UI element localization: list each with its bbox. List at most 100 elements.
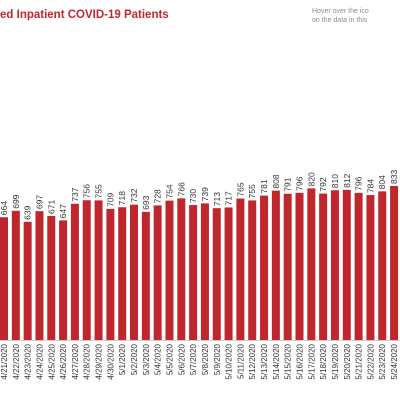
value-label: 754	[164, 184, 174, 198]
x-tick-label: 5/12/2020	[248, 343, 257, 379]
bar[interactable]	[141, 211, 150, 340]
x-tick-label: 5/23/2020	[378, 343, 387, 379]
value-label: 709	[105, 192, 115, 206]
x-tick-label: 4/25/2020	[47, 343, 56, 379]
x-tick-label: 5/20/2020	[343, 343, 352, 379]
x-tick-label: 5/18/2020	[319, 343, 328, 379]
value-label: 739	[200, 187, 210, 201]
bar[interactable]	[130, 204, 139, 340]
value-label: 808	[271, 174, 281, 188]
bar[interactable]	[189, 205, 198, 340]
x-tick-label: 5/24/2020	[390, 343, 399, 379]
value-label: 820	[306, 172, 316, 186]
x-tick-label: 5/15/2020	[284, 343, 293, 379]
value-label: 718	[117, 191, 127, 205]
hint-line-2: on the data in this	[312, 17, 368, 24]
value-label: 697	[34, 195, 44, 209]
x-tick-label: 4/26/2020	[59, 343, 68, 379]
value-label: 693	[141, 195, 151, 209]
value-label: 796	[295, 176, 305, 190]
bar[interactable]	[236, 198, 245, 340]
value-label: 730	[188, 189, 198, 203]
x-tick-label: 5/17/2020	[307, 343, 316, 379]
bar[interactable]	[82, 200, 91, 340]
bar[interactable]	[295, 192, 304, 340]
x-tick-label: 5/11/2020	[236, 343, 245, 379]
value-label: 756	[82, 184, 92, 198]
bar[interactable]	[366, 195, 375, 340]
bar[interactable]	[94, 200, 103, 340]
bar[interactable]	[0, 217, 8, 340]
bar[interactable]	[307, 188, 316, 340]
value-label: 755	[247, 184, 257, 198]
bar[interactable]	[260, 195, 269, 340]
value-label: 812	[342, 173, 352, 187]
bar[interactable]	[47, 215, 56, 340]
x-tick-label: 5/6/2020	[177, 343, 186, 375]
x-tick-label: 5/9/2020	[213, 343, 222, 375]
value-label: 713	[212, 192, 222, 206]
title-main: Inpatient COVID-19 Patients	[16, 9, 169, 21]
chart-title: ed Inpatient COVID-19 Patients	[0, 9, 169, 21]
bar[interactable]	[35, 211, 44, 340]
bar[interactable]	[70, 203, 79, 340]
x-tick-label: 5/1/2020	[118, 343, 127, 375]
value-label: 737	[70, 187, 80, 201]
x-tick-label: 5/5/2020	[165, 343, 174, 375]
value-label: 792	[318, 177, 328, 191]
x-tick-label: 5/4/2020	[154, 343, 163, 375]
x-tick-label: 4/30/2020	[106, 343, 115, 379]
value-label: 791	[283, 177, 293, 191]
bar[interactable]	[153, 205, 162, 340]
x-tick-label: 4/21/2020	[0, 343, 9, 379]
bar[interactable]	[59, 220, 68, 340]
bar[interactable]	[11, 210, 20, 340]
bar[interactable]	[283, 193, 292, 340]
bar[interactable]	[106, 208, 115, 340]
x-tick-label: 5/16/2020	[296, 343, 305, 379]
value-label: 810	[330, 174, 340, 188]
value-label: 833	[389, 170, 399, 184]
x-tick-label: 5/10/2020	[225, 343, 234, 379]
x-tick-label: 5/2/2020	[130, 343, 139, 375]
value-label: 728	[153, 189, 163, 203]
bar[interactable]	[248, 200, 257, 340]
bar[interactable]	[271, 190, 280, 340]
x-tick-label: 4/23/2020	[24, 343, 33, 379]
value-label: 717	[224, 191, 234, 205]
x-tick-label: 4/29/2020	[95, 343, 104, 379]
bar[interactable]	[330, 190, 339, 340]
x-tick-label: 4/28/2020	[83, 343, 92, 379]
x-tick-label: 5/19/2020	[331, 343, 340, 379]
bar[interactable]	[354, 192, 363, 340]
value-label: 781	[259, 179, 269, 193]
value-label: 732	[129, 188, 139, 202]
x-tick-label: 4/22/2020	[12, 343, 21, 379]
bar[interactable]	[342, 189, 351, 340]
value-label: 639	[23, 205, 33, 219]
value-label: 664	[0, 201, 9, 215]
bar[interactable]	[177, 198, 186, 340]
value-label: 671	[46, 199, 56, 213]
value-label: 765	[235, 182, 245, 196]
x-tick-label: 5/22/2020	[366, 343, 375, 379]
bar[interactable]	[200, 203, 209, 340]
x-tick-label: 5/3/2020	[142, 343, 151, 375]
bar[interactable]	[319, 193, 328, 340]
bar[interactable]	[378, 191, 387, 340]
value-label: 804	[377, 175, 387, 189]
x-tick-label: 5/14/2020	[272, 343, 281, 379]
value-label: 647	[58, 204, 68, 218]
bar[interactable]	[212, 208, 221, 340]
title-prefix: ed	[0, 9, 14, 21]
bar[interactable]	[224, 207, 233, 340]
bar[interactable]	[118, 207, 127, 340]
value-label: 784	[365, 179, 375, 193]
bar[interactable]	[165, 200, 174, 340]
hover-hint: Hover over the ico on the data in this	[312, 7, 400, 25]
hint-line-1: Hover over the ico	[312, 8, 369, 15]
bar[interactable]	[390, 186, 399, 340]
bar[interactable]	[23, 221, 32, 340]
x-tick-label: 5/21/2020	[355, 343, 364, 379]
